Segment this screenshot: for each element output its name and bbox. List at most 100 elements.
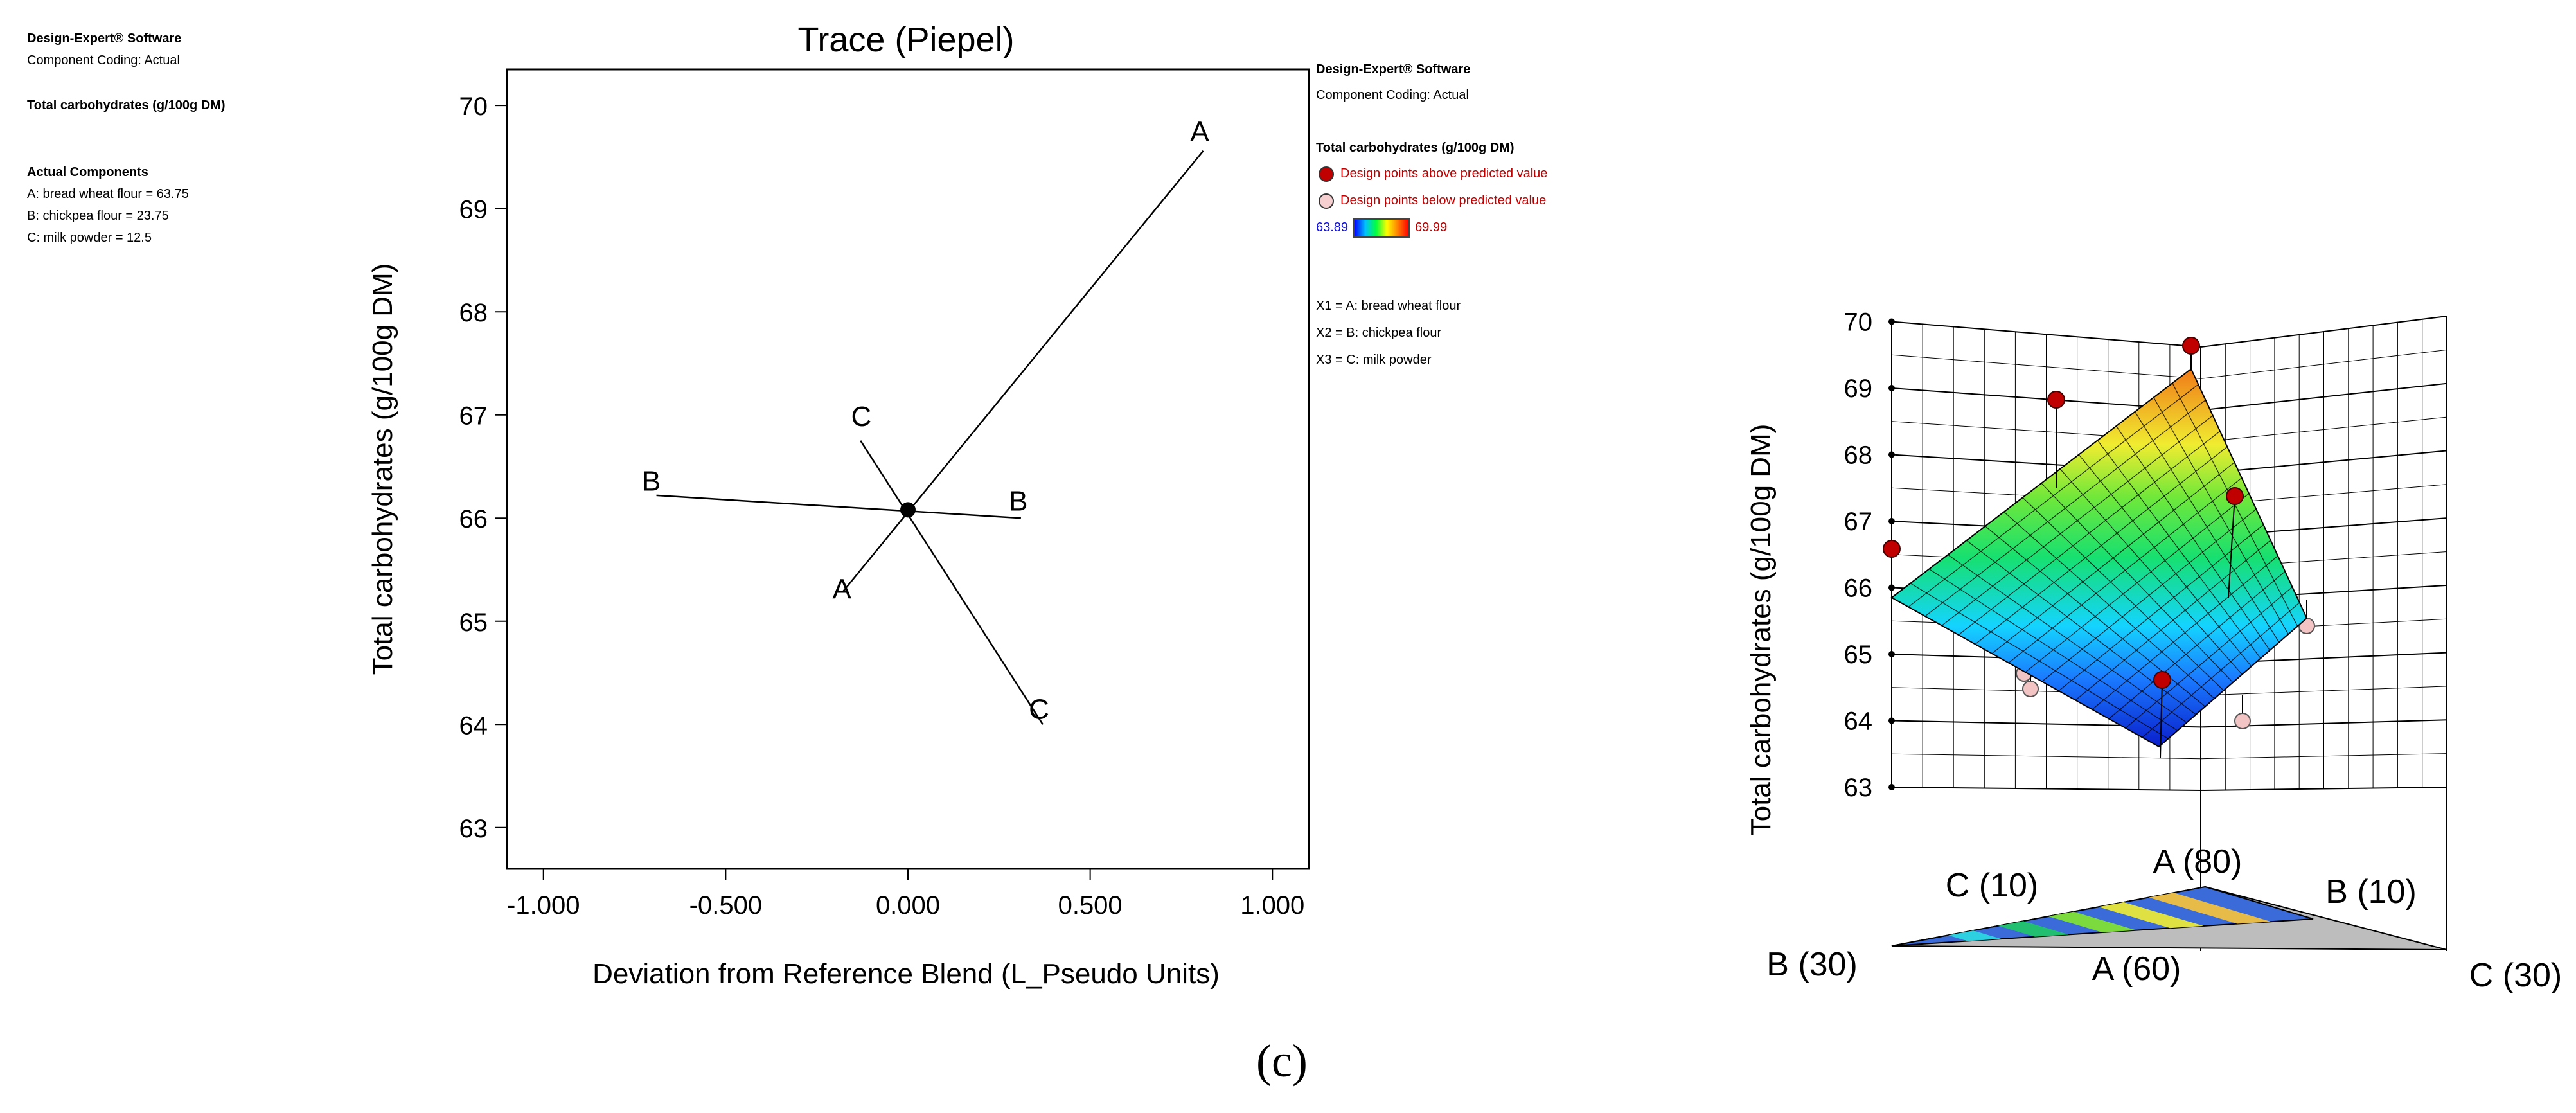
- label-b-max: B (30): [1766, 946, 1858, 983]
- design-point-above: [2153, 671, 2171, 689]
- mesh-line: [1928, 569, 2178, 731]
- trace-label-start-b: B: [642, 466, 661, 497]
- mesh-line: [2075, 540, 2271, 700]
- trace-xtick-label: 0.000: [876, 891, 940, 920]
- design-point-above: [1883, 540, 1901, 558]
- response-surface: [1890, 368, 2308, 748]
- mesh-line: [2041, 508, 2257, 682]
- z-tick-dot: [1888, 651, 1895, 657]
- z-tick-dot: [1888, 451, 1895, 458]
- legend-above-dot-icon: [1319, 166, 1334, 182]
- trace-title: Trace (Piepel): [797, 21, 1014, 59]
- z-tick-label: 67: [1844, 508, 1873, 536]
- trace-ytick-label: 66: [459, 505, 488, 533]
- trace-x-axis-label: Deviation from Reference Blend (L_Pseudo…: [592, 958, 1220, 990]
- legend-below-label: Design points below predicted value: [1340, 193, 1547, 208]
- trace-ytick-label: 67: [459, 402, 488, 431]
- design-point-above: [2182, 337, 2200, 355]
- trace-label-start-c: C: [851, 401, 872, 432]
- z-tick-label: 70: [1844, 308, 1873, 337]
- legend-below-dot-icon: [1319, 193, 1334, 209]
- base-contour-band: [2099, 902, 2204, 929]
- mesh-line: [2058, 524, 2264, 691]
- trace-xtick-label: 1.000: [1240, 891, 1304, 920]
- z-tick-dot: [1888, 318, 1895, 325]
- legend-above: Design points above predicted value: [1319, 162, 1547, 185]
- design-point-stem: [2160, 679, 2163, 759]
- surface-mesh: [1908, 382, 2300, 740]
- color-scale: 63.89 69.99: [1316, 216, 1447, 239]
- z-tick-label: 68: [1844, 441, 1873, 470]
- z-tick-dot: [1888, 784, 1895, 790]
- factor-x1: X1 = A: bread wheat flour: [1316, 299, 1461, 313]
- factor-x2: X2 = B: chickpea flour: [1316, 326, 1442, 340]
- trace-y-axis-label: Total carbohydrates (g/100g DM): [367, 263, 398, 675]
- color-scale-min: 63.89: [1316, 220, 1349, 235]
- mesh-line: [2022, 497, 2225, 691]
- design-point-below: [2234, 713, 2251, 729]
- mesh-line: [2025, 493, 2250, 673]
- z-tick-dot: [1888, 518, 1895, 524]
- design-point-above: [2226, 487, 2244, 505]
- trace-ytick-label: 69: [459, 196, 488, 224]
- z-tick-label: 66: [1844, 574, 1873, 603]
- z-tick-label: 69: [1844, 375, 1873, 403]
- component-coding-left: Component Coding: Actual: [27, 53, 180, 67]
- trace-line-a: [841, 150, 1204, 593]
- trace-line-c: [860, 440, 1044, 725]
- trace-label-end-a: A: [1190, 116, 1209, 148]
- base-contour-band: [2048, 911, 2136, 932]
- actual-components-title: Actual Components: [27, 165, 148, 179]
- z-tick-dot: [1888, 584, 1895, 591]
- z-tick-dot: [1888, 717, 1895, 724]
- trace-ytick-label: 65: [459, 609, 488, 637]
- design-point-below: [2022, 681, 2039, 697]
- mesh-line: [2142, 602, 2300, 738]
- base-contour-band: [2149, 893, 2271, 924]
- component-a-value: A: bread wheat flour = 63.75: [27, 187, 189, 201]
- trace-line-b: [656, 494, 1021, 519]
- component-coding-right: Component Coding: Actual: [1316, 88, 1469, 102]
- label-a-max: A (80): [2153, 843, 2243, 880]
- color-gradient-bar: [1353, 218, 1410, 238]
- color-scale-max: 69.99: [1415, 220, 1448, 235]
- legend-below: Design points below predicted value: [1319, 189, 1546, 212]
- trace-label-end-c: C: [1029, 694, 1049, 726]
- base-contour-band: [1948, 930, 2002, 941]
- figure-label: (c): [1256, 1035, 1308, 1087]
- mesh-line: [2125, 587, 2293, 729]
- design-point-above: [2047, 391, 2065, 409]
- trace-ytick-label: 68: [459, 299, 488, 327]
- label-c-min: C (10): [1946, 867, 2038, 904]
- factor-x3: X3 = C: milk powder: [1316, 353, 1432, 367]
- label-c-max: C (30): [2469, 957, 2562, 994]
- surface-z-axis-label: Total carbohydrates (g/100g DM): [1745, 424, 1777, 836]
- label-b-min: B (10): [2325, 873, 2417, 911]
- mesh-line: [2108, 571, 2286, 719]
- base-contour-band: [1998, 921, 2069, 937]
- trace-xtick-label: -1.000: [507, 891, 580, 920]
- software-title-right: Design-Expert® Software: [1316, 62, 1471, 76]
- z-tick-dot: [1888, 385, 1895, 391]
- design-point-stem: [2228, 495, 2235, 598]
- z-tick-label: 63: [1844, 774, 1873, 802]
- mesh-line: [1910, 583, 2169, 740]
- component-c-value: C: milk powder = 12.5: [27, 231, 152, 245]
- z-tick-label: 65: [1844, 641, 1873, 669]
- trace-xtick-label: 0.500: [1058, 891, 1123, 920]
- mesh-line: [2003, 512, 2215, 699]
- response-title-left: Total carbohydrates (g/100g DM): [27, 98, 226, 112]
- mesh-line: [2092, 555, 2278, 710]
- legend-above-label: Design points above predicted value: [1340, 166, 1548, 181]
- trace-ytick-label: 64: [459, 711, 488, 740]
- label-a-min: A (60): [2092, 950, 2181, 988]
- component-b-value: B: chickpea flour = 23.75: [27, 209, 169, 223]
- trace-label-start-a: A: [833, 573, 852, 605]
- mesh-line: [1948, 554, 2187, 723]
- trace-xtick-label: -0.500: [689, 891, 762, 920]
- response-title-right: Total carbohydrates (g/100g DM): [1316, 141, 1515, 155]
- trace-label-end-b: B: [1009, 485, 1027, 517]
- trace-reference-point: [900, 502, 916, 518]
